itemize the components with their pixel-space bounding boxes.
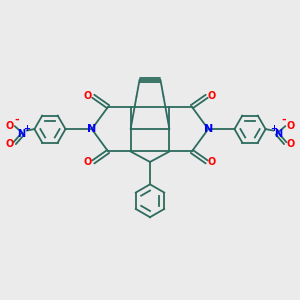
Text: O: O bbox=[5, 121, 14, 130]
Text: N: N bbox=[204, 124, 213, 134]
Text: +: + bbox=[270, 124, 277, 133]
Text: O: O bbox=[84, 157, 92, 167]
Text: -: - bbox=[281, 115, 286, 125]
Text: O: O bbox=[286, 121, 295, 130]
Text: O: O bbox=[5, 139, 14, 149]
Text: -: - bbox=[14, 115, 19, 125]
Text: O: O bbox=[208, 157, 216, 167]
Text: O: O bbox=[208, 91, 216, 101]
Text: N: N bbox=[17, 129, 26, 139]
Text: N: N bbox=[87, 124, 96, 134]
Text: O: O bbox=[286, 139, 295, 149]
Text: O: O bbox=[84, 91, 92, 101]
Text: N: N bbox=[274, 129, 283, 139]
Text: +: + bbox=[23, 124, 30, 133]
